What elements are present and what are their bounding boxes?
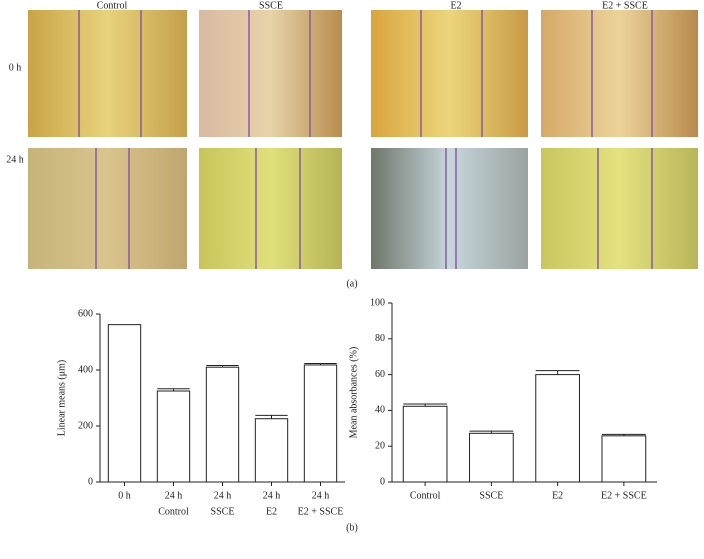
- y-tick-label: 400: [78, 364, 93, 375]
- column-label: E2 + SSCE: [602, 0, 648, 11]
- bar: [535, 374, 580, 483]
- bar: [402, 405, 448, 483]
- y-tick-label: 40: [375, 405, 385, 416]
- y-tick-label: 200: [78, 420, 93, 431]
- y-tick-label: 0: [380, 476, 385, 487]
- bar: [601, 435, 647, 483]
- y-tick-label: 80: [375, 333, 385, 344]
- micrograph: [371, 148, 528, 269]
- micrograph: [371, 10, 528, 137]
- micrograph: [28, 148, 187, 269]
- x-tick-label: 24 h: [214, 490, 232, 501]
- micrograph: [199, 148, 342, 269]
- bar: [107, 324, 142, 483]
- panel-label: (b): [346, 522, 358, 533]
- y-axis-label: Linear means (μm): [56, 360, 67, 436]
- micrograph: [541, 148, 698, 269]
- panel-label: (a): [346, 278, 357, 289]
- column-label: Control: [97, 0, 128, 11]
- column-label: SSCE: [259, 0, 283, 11]
- column-label: E2: [450, 0, 461, 11]
- bar: [254, 418, 289, 483]
- x-tick-label: 0 h: [118, 490, 131, 501]
- micrograph: [199, 10, 342, 137]
- x-tick-label: SSCE: [479, 490, 503, 501]
- x-tick-label: SSCE: [211, 506, 235, 517]
- y-tick-label: 20: [375, 440, 385, 451]
- bar: [156, 390, 191, 483]
- x-tick-label: E2 + SSCE: [601, 490, 647, 501]
- y-tick-label: 600: [78, 308, 93, 319]
- micrograph-grid: [28, 10, 698, 269]
- y-tick-label: 100: [370, 297, 385, 308]
- row-label: 0 h: [9, 62, 22, 73]
- x-tick-label: 24 h: [312, 490, 330, 501]
- bar: [303, 364, 338, 483]
- x-tick-label: E2: [266, 506, 277, 517]
- x-tick-label: E2 + SSCE: [298, 506, 344, 517]
- y-tick-label: 0: [88, 476, 93, 487]
- x-tick-label: Control: [410, 490, 441, 501]
- row-label: 24 h: [6, 154, 24, 165]
- bar: [469, 432, 514, 483]
- micrograph: [541, 10, 698, 137]
- y-axis-label: Mean absorbances (%): [348, 347, 359, 439]
- x-tick-label: 24 h: [263, 490, 281, 501]
- y-tick-label: 60: [375, 369, 385, 380]
- micrograph: [28, 10, 187, 137]
- bar: [205, 366, 240, 483]
- x-tick-label: 24 h: [165, 490, 183, 501]
- x-tick-label: Control: [158, 506, 189, 517]
- x-tick-label: E2: [552, 490, 563, 501]
